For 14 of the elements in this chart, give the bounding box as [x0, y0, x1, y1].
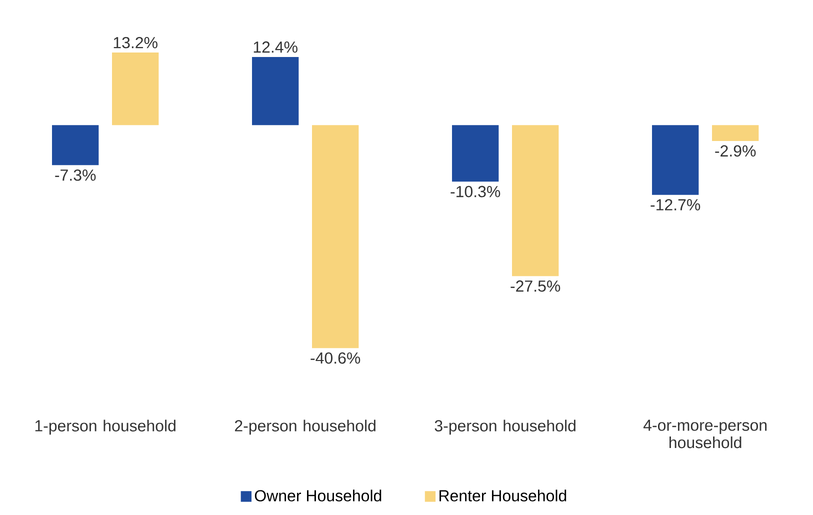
data-label: -7.3% — [55, 169, 96, 181]
data-label: 13.2% — [114, 36, 158, 48]
data-label: -12.7% — [650, 199, 700, 210]
x-tick-label: 2-person household — [234, 420, 376, 435]
legend-label: Owner Household — [254, 490, 382, 502]
data-label: -40.6% — [310, 352, 360, 364]
x-tick-label: 1-person household — [35, 420, 176, 435]
data-label: -2.9% — [715, 145, 756, 157]
x-tick-label: 3-person household — [434, 420, 576, 435]
data-label: -27.5% — [510, 280, 560, 292]
data-label: -10.3% — [450, 186, 500, 198]
data-label: 12.4% — [254, 41, 298, 53]
x-tick-label: 4-or-more-person household — [643, 420, 767, 448]
legend-label: Renter Household — [440, 490, 566, 502]
